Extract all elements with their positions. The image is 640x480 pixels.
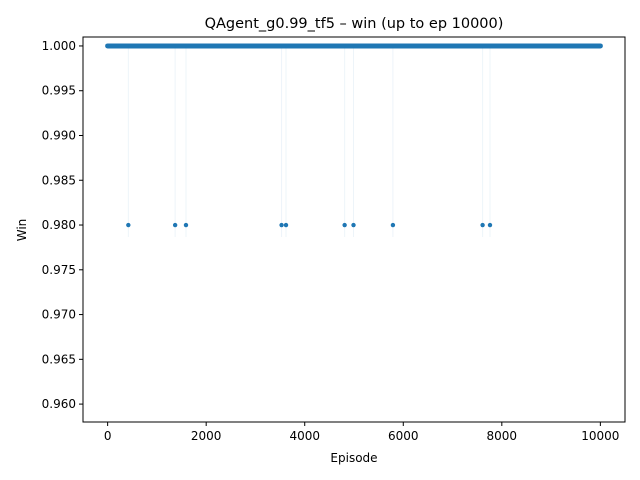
y-tick-label-6: 0.990 bbox=[42, 128, 76, 142]
y-tick-label-2: 0.970 bbox=[42, 308, 76, 322]
data-point-7 bbox=[390, 222, 396, 228]
y-axis-label: Win bbox=[15, 219, 29, 242]
x-tick-label-1: 2000 bbox=[191, 429, 222, 443]
data-point-1 bbox=[172, 222, 178, 228]
x-axis: 0 2000 4000 6000 8000 10000 bbox=[104, 422, 619, 443]
plot-area bbox=[105, 43, 603, 238]
x-tick-label-2: 4000 bbox=[289, 429, 320, 443]
axes-frame bbox=[82, 36, 626, 423]
y-tick-label-3: 0.975 bbox=[42, 263, 76, 277]
x-tick-label-4: 8000 bbox=[487, 429, 518, 443]
data-point-8 bbox=[480, 222, 485, 228]
data-point-2 bbox=[183, 222, 189, 228]
y-tick-label-4: 0.980 bbox=[42, 218, 76, 232]
y-tick-label-5: 0.985 bbox=[42, 173, 76, 187]
y-tick-label-1: 0.965 bbox=[42, 352, 76, 366]
data-point-0 bbox=[126, 222, 131, 228]
chart-title: QAgent_g0.99_tf5 – win (up to ep 10000) bbox=[205, 16, 504, 32]
y-tick-label-7: 0.995 bbox=[42, 84, 76, 98]
data-point-5 bbox=[342, 222, 347, 228]
x-tick-label-3: 6000 bbox=[388, 429, 419, 443]
data-point-4 bbox=[283, 222, 289, 228]
y-tick-label-0: 0.960 bbox=[42, 397, 76, 411]
x-axis-label: Episode bbox=[330, 451, 377, 465]
x-tick-label-5: 10000 bbox=[581, 429, 619, 443]
data-point-6 bbox=[351, 222, 356, 228]
x-tick-label-0: 0 bbox=[104, 429, 112, 443]
data-point-3 bbox=[279, 222, 284, 228]
y-tick-label-8: 1.000 bbox=[42, 39, 76, 53]
data-point-9 bbox=[487, 222, 493, 228]
y-axis: 0.960 0.965 0.970 0.975 0.980 0.985 0.990 0.995… bbox=[42, 39, 83, 411]
